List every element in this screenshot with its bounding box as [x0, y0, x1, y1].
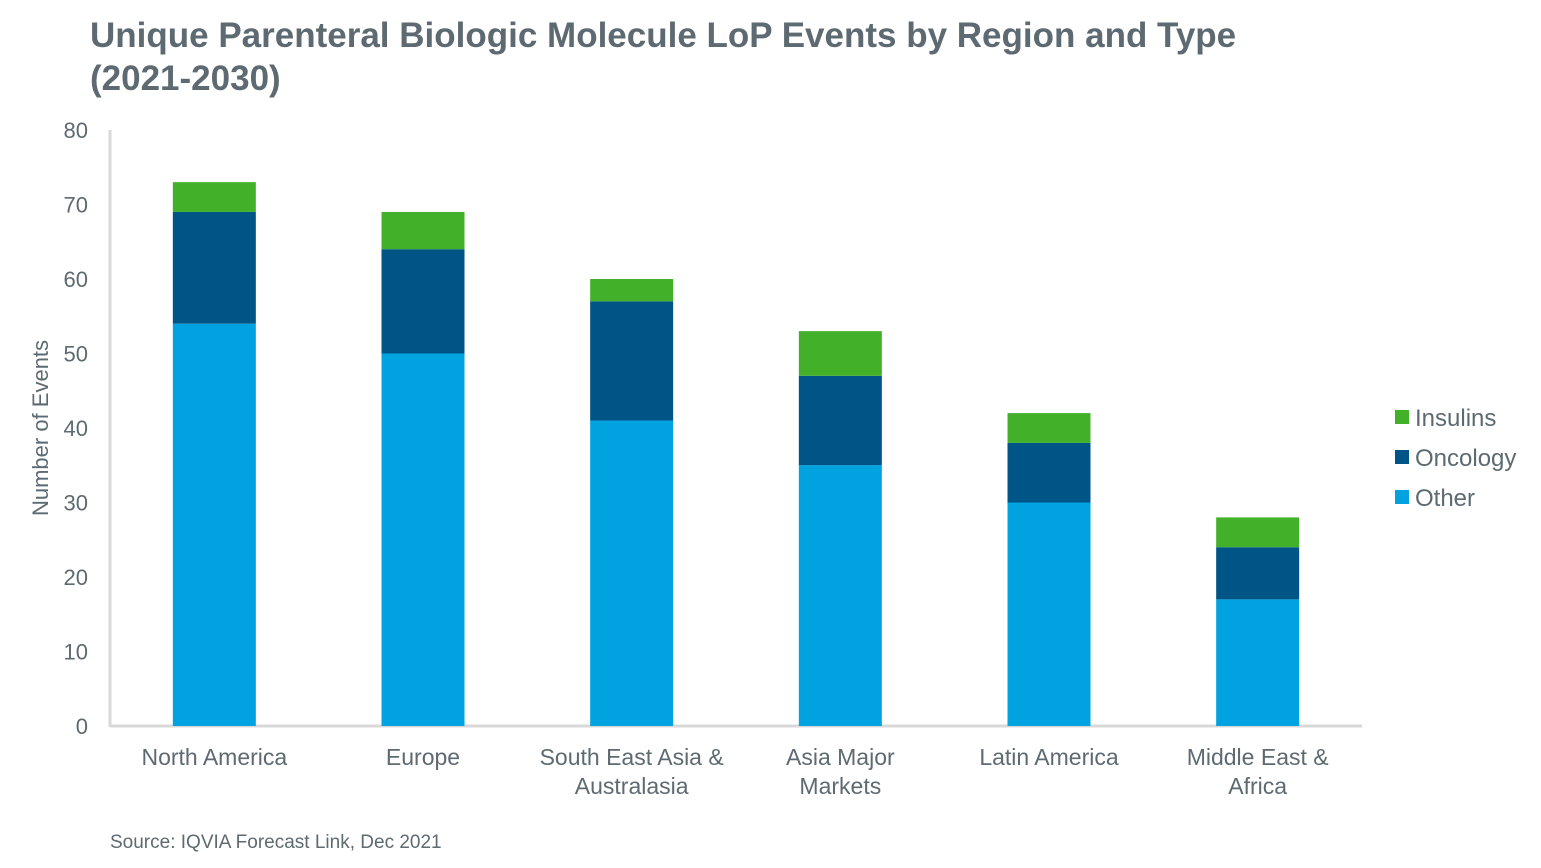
bar-insulins [590, 279, 674, 302]
x-tick-label: Australasia [575, 773, 689, 799]
x-tick-label: Asia Major [786, 744, 895, 770]
chart-title: Unique Parenteral Biologic Molecule LoP … [90, 16, 1237, 98]
y-tick-label: 30 [64, 491, 88, 516]
y-tick-label: 40 [64, 416, 88, 441]
x-tick-label: Latin America [979, 744, 1119, 770]
bar-insulins [1007, 413, 1091, 443]
bar-other [172, 323, 256, 726]
x-tick-label: Europe [386, 744, 460, 770]
y-tick-label: 80 [64, 118, 88, 143]
y-tick-label: 70 [64, 193, 88, 218]
bar-insulins [798, 331, 882, 376]
legend-swatch [1395, 450, 1409, 464]
bar-oncology [798, 375, 882, 466]
y-tick-label: 60 [64, 267, 88, 292]
legend-label: Oncology [1415, 445, 1516, 472]
bar-other [590, 420, 674, 726]
bar-other [1007, 502, 1091, 726]
bar-insulins [1216, 517, 1300, 548]
y-tick-label: 20 [64, 565, 88, 590]
y-tick-label: 0 [76, 714, 88, 739]
legend-label: Insulins [1415, 405, 1496, 432]
x-tick-label: South East Asia & [540, 744, 724, 770]
bar-other [798, 465, 882, 726]
bar-oncology [1007, 442, 1091, 503]
bar-oncology [172, 211, 256, 324]
bar-oncology [381, 249, 465, 354]
legend-swatch [1395, 410, 1409, 424]
source-note: Source: IQVIA Forecast Link, Dec 2021 [110, 832, 442, 853]
y-tick-label: 50 [64, 342, 88, 367]
bar-oncology [590, 301, 674, 421]
x-tick-label: Africa [1228, 773, 1287, 799]
legend-label: Other [1415, 485, 1475, 512]
y-axis-label: Number of Events [28, 340, 53, 516]
bar-insulins [172, 182, 256, 212]
y-tick-label: 10 [64, 640, 88, 665]
x-tick-label: Middle East & [1187, 744, 1329, 770]
x-tick-label: Markets [799, 773, 881, 799]
legend-swatch [1395, 490, 1409, 504]
bar-oncology [1216, 547, 1300, 600]
bar-other [381, 353, 465, 726]
bar-other [1216, 599, 1300, 726]
x-tick-label: North America [141, 744, 287, 770]
bar-insulins [381, 211, 465, 250]
